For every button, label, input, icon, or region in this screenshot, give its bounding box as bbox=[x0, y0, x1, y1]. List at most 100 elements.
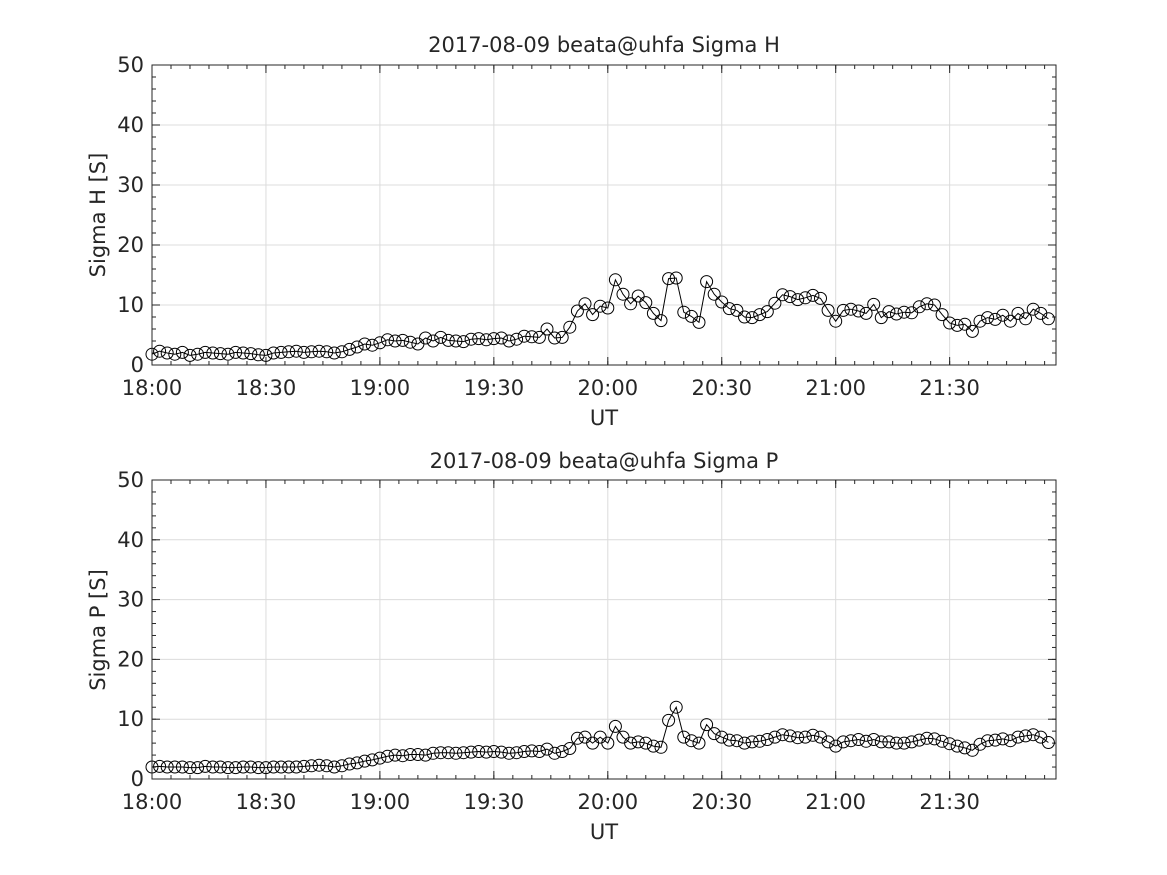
data-point bbox=[783, 290, 797, 304]
data-point bbox=[555, 330, 569, 344]
data-point bbox=[867, 297, 881, 311]
data-point bbox=[494, 745, 508, 759]
data-point bbox=[1026, 302, 1040, 316]
data-point bbox=[206, 760, 220, 774]
x-tick-label: 18:00 bbox=[122, 376, 183, 400]
data-point bbox=[730, 734, 744, 748]
data-point bbox=[183, 348, 197, 362]
data-point bbox=[175, 345, 189, 359]
data-point bbox=[381, 749, 394, 763]
data-point bbox=[244, 760, 258, 774]
data-point bbox=[935, 308, 949, 322]
x-tick-label: 21:00 bbox=[805, 790, 866, 814]
data-point bbox=[274, 760, 288, 774]
data-point bbox=[973, 314, 987, 328]
x-tick-label: 20:30 bbox=[691, 790, 752, 814]
data-point bbox=[829, 314, 843, 328]
data-point bbox=[457, 746, 470, 760]
data-point bbox=[646, 306, 660, 320]
data-point bbox=[487, 745, 501, 758]
data-point bbox=[335, 759, 349, 773]
data-point bbox=[411, 748, 425, 761]
x-axis-label: UT bbox=[590, 820, 618, 844]
series-line bbox=[151, 705, 1049, 769]
data-point bbox=[791, 731, 805, 745]
data-point bbox=[419, 331, 432, 345]
data-point bbox=[570, 304, 584, 318]
data-point bbox=[312, 758, 326, 772]
data-point bbox=[441, 333, 455, 347]
data-point bbox=[388, 748, 402, 762]
data-point bbox=[305, 759, 318, 773]
chart-sigma-p: 2017-08-09 beata@uhfa Sigma P UT Sigma P… bbox=[86, 449, 1057, 844]
data-point bbox=[282, 345, 296, 359]
data-point bbox=[479, 333, 493, 347]
data-point bbox=[434, 330, 448, 344]
data-point bbox=[912, 733, 926, 747]
data-point bbox=[950, 318, 964, 332]
data-point bbox=[608, 719, 622, 733]
data-point bbox=[745, 311, 759, 325]
data-point bbox=[753, 308, 767, 322]
data-point bbox=[251, 761, 265, 775]
data-point bbox=[669, 271, 683, 285]
data-point bbox=[897, 305, 911, 319]
data-point bbox=[684, 734, 698, 748]
data-point bbox=[928, 732, 941, 746]
data-point bbox=[616, 287, 630, 301]
y-tick-label: 10 bbox=[117, 707, 144, 731]
data-point bbox=[305, 345, 318, 359]
data-point bbox=[153, 344, 167, 358]
x-tick-label: 19:00 bbox=[350, 790, 411, 814]
data-point bbox=[350, 756, 364, 770]
data-point bbox=[487, 332, 501, 346]
data-point bbox=[700, 275, 714, 289]
data-point bbox=[730, 303, 744, 317]
x-tick-label: 20:30 bbox=[691, 376, 752, 400]
data-point bbox=[814, 291, 827, 305]
data-point bbox=[791, 293, 805, 307]
data-point bbox=[996, 732, 1010, 746]
chart-title: 2017-08-09 beata@uhfa Sigma P bbox=[430, 449, 779, 473]
x-tick-label: 18:30 bbox=[236, 790, 297, 814]
data-point bbox=[738, 310, 751, 324]
data-point bbox=[654, 314, 668, 328]
data-point bbox=[419, 748, 432, 762]
data-point bbox=[760, 733, 774, 746]
data-point bbox=[449, 334, 463, 348]
data-point bbox=[403, 748, 417, 761]
data-point bbox=[502, 334, 516, 348]
y-tick-label: 30 bbox=[117, 588, 144, 612]
data-point bbox=[517, 745, 531, 758]
y-tick-label: 10 bbox=[117, 293, 144, 317]
data-point bbox=[844, 734, 858, 748]
x-tick-label: 19:30 bbox=[464, 790, 525, 814]
x-tick-label: 21:00 bbox=[805, 376, 866, 400]
data-point bbox=[776, 288, 789, 302]
data-point bbox=[958, 317, 972, 331]
data-point bbox=[988, 312, 1002, 326]
data-point bbox=[510, 746, 524, 760]
data-point bbox=[555, 745, 569, 758]
data-point bbox=[267, 760, 280, 774]
data-point bbox=[441, 746, 455, 760]
data-point bbox=[722, 302, 736, 316]
data-point bbox=[479, 745, 493, 759]
data-point bbox=[677, 730, 691, 744]
data-point bbox=[426, 334, 440, 348]
data-point bbox=[646, 739, 660, 753]
data-point bbox=[373, 336, 387, 350]
plot-area bbox=[152, 480, 1056, 779]
data-point bbox=[297, 345, 311, 359]
data-point bbox=[464, 745, 478, 759]
data-point bbox=[183, 761, 197, 775]
series-line bbox=[151, 277, 1049, 356]
x-tick-label: 20:00 bbox=[578, 376, 639, 400]
data-point bbox=[343, 757, 356, 771]
data-point bbox=[1026, 728, 1040, 742]
data-point bbox=[578, 297, 592, 311]
data-point bbox=[532, 330, 546, 344]
data-point bbox=[692, 315, 706, 329]
data-point bbox=[540, 742, 554, 756]
data-point bbox=[449, 746, 463, 760]
